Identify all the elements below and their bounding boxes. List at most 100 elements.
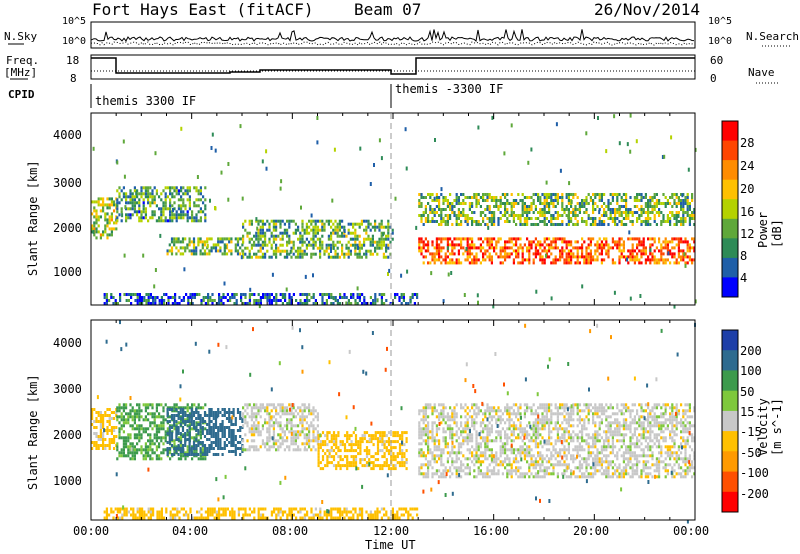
heatmap-cell <box>438 448 441 452</box>
heatmap-cell <box>607 252 610 256</box>
heatmap-cell <box>455 193 458 196</box>
heatmap-cell <box>281 302 284 305</box>
heatmap-cell <box>504 208 507 211</box>
heatmap-cell <box>587 243 590 247</box>
heatmap-cell <box>523 412 526 416</box>
heatmap-cell <box>246 234 249 238</box>
heatmap-cell <box>495 454 498 458</box>
heatmap-cell <box>383 431 386 435</box>
heatmap-cell <box>554 205 557 208</box>
heatmap-cell <box>552 258 555 262</box>
heatmap-cell <box>239 441 242 444</box>
heatmap-cell <box>559 223 562 226</box>
heatmap-cell <box>451 223 454 226</box>
heatmap-cell <box>493 406 496 410</box>
heatmap-cell <box>457 237 460 241</box>
heatmap-cell <box>152 299 155 302</box>
heatmap-cell <box>440 421 443 425</box>
heatmap-cell <box>512 202 515 205</box>
heatmap-cell <box>367 219 370 223</box>
heatmap-cell <box>556 237 559 241</box>
heatmap-cell <box>99 423 102 426</box>
heatmap-cell <box>506 246 509 250</box>
heatmap-cell <box>102 230 105 234</box>
heatmap-cell <box>230 429 233 432</box>
heatmap-cell <box>138 448 141 452</box>
heatmap-cell <box>618 211 621 214</box>
heatmap-cell <box>510 412 513 416</box>
heatmap-cell <box>248 296 251 299</box>
heatmap-cell <box>182 192 185 196</box>
heatmap-cell <box>102 444 105 447</box>
heatmap-cell <box>583 211 586 214</box>
heatmap-cell <box>493 214 496 217</box>
heatmap-cell <box>688 246 691 250</box>
heatmap-cell <box>499 211 502 214</box>
heatmap-cell <box>534 252 537 256</box>
heatmap-cell <box>600 243 603 247</box>
heatmap-cell <box>299 448 302 452</box>
heatmap-cell <box>275 296 278 299</box>
heatmap-speck <box>369 182 372 186</box>
heatmap-cell <box>550 223 553 226</box>
heatmap-cell <box>517 406 520 410</box>
heatmap-cell <box>594 220 597 223</box>
heatmap-cell <box>281 442 284 446</box>
heatmap-cell <box>431 243 434 247</box>
heatmap-cell <box>130 302 133 305</box>
heatmap-cell <box>177 192 180 196</box>
heatmap-cell <box>455 237 458 241</box>
heatmap-cell <box>574 255 577 259</box>
heatmap-cell <box>501 249 504 253</box>
heatmap-cell <box>576 252 579 256</box>
heatmap-cell <box>130 293 133 296</box>
heatmap-speck <box>394 196 397 201</box>
heatmap-cell <box>424 196 427 199</box>
heatmap-cell <box>118 433 121 437</box>
heatmap-cell <box>451 252 454 256</box>
heatmap-cell <box>312 409 315 413</box>
heatmap-cell <box>270 299 273 302</box>
heatmap-cell <box>598 217 601 220</box>
heatmap-cell <box>281 296 284 299</box>
nsky-strip-frame <box>90 21 696 49</box>
heatmap-cell <box>451 451 454 455</box>
heatmap-cell <box>675 214 678 217</box>
heatmap-cell <box>359 443 362 447</box>
heatmap-cell <box>122 186 125 190</box>
heatmap-cell <box>365 455 369 459</box>
heatmap-cell <box>147 219 150 223</box>
heatmap-cell <box>149 436 152 440</box>
heatmap-cell <box>292 293 295 296</box>
heatmap-cell <box>466 439 469 443</box>
heatmap-cell <box>488 448 491 452</box>
heatmap-cell <box>600 205 603 208</box>
heatmap-cell <box>471 243 474 247</box>
heatmap-cell <box>242 412 245 416</box>
heatmap-cell <box>570 249 573 253</box>
heatmap-cell <box>446 237 449 241</box>
heatmap-cell <box>186 414 189 417</box>
heatmap-cell <box>184 451 187 455</box>
heatmap-cell <box>616 202 619 205</box>
heatmap-cell <box>510 448 513 452</box>
heatmap-cell <box>376 252 379 256</box>
heatmap-cell <box>131 415 134 419</box>
heatmap-cell <box>299 246 302 250</box>
heatmap-cell <box>106 444 109 447</box>
heatmap-cell <box>175 445 178 449</box>
heatmap-cell <box>301 293 304 296</box>
heatmap-cell <box>526 424 529 428</box>
heatmap-cell <box>589 258 592 262</box>
heatmap-cell <box>451 261 454 265</box>
heatmap-cell <box>666 240 669 244</box>
heatmap-cell <box>118 201 121 205</box>
heatmap-cell <box>653 240 656 244</box>
heatmap-cell <box>192 453 196 456</box>
heatmap-cell <box>618 255 621 259</box>
heatmap-cell <box>519 436 522 440</box>
heatmap-cell <box>155 439 158 443</box>
heatmap-cell <box>442 436 445 440</box>
heatmap-cell <box>297 252 300 256</box>
heatmap-cell <box>153 424 156 428</box>
